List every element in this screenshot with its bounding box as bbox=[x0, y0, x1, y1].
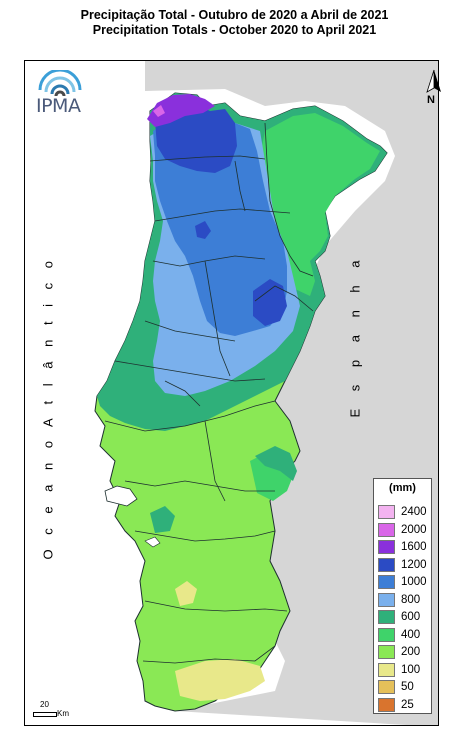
legend-swatch bbox=[378, 575, 395, 590]
spain-land bbox=[145, 61, 438, 725]
north-label: N bbox=[427, 94, 435, 106]
legend-label: 1600 bbox=[401, 541, 427, 554]
zone-2000 bbox=[153, 105, 165, 117]
tejo-estuary bbox=[104, 485, 138, 507]
legend-item: 200 bbox=[378, 644, 420, 661]
north-arrow-icon bbox=[426, 69, 441, 93]
precipitation-map bbox=[94, 61, 438, 725]
zone-1600 bbox=[147, 94, 215, 127]
sado-estuary bbox=[144, 536, 161, 548]
legend-swatch bbox=[378, 592, 395, 607]
spain-label: E s p a n h a bbox=[347, 253, 363, 417]
zone-100-algarve bbox=[175, 659, 265, 701]
legend-item: 50 bbox=[378, 679, 414, 696]
zone-1000 bbox=[153, 116, 287, 336]
legend-swatch bbox=[378, 645, 395, 660]
legend-swatch bbox=[378, 505, 395, 520]
legend-item: 100 bbox=[378, 662, 420, 679]
scale-value: 20 bbox=[40, 700, 49, 709]
zone-100-patch bbox=[175, 581, 197, 606]
legend-swatch bbox=[378, 697, 395, 712]
legend-item: 2000 bbox=[378, 522, 427, 539]
legend-title: (mm) bbox=[389, 482, 416, 494]
legend-swatch bbox=[378, 522, 395, 537]
legend-label: 800 bbox=[401, 593, 421, 606]
zone-400-ne bbox=[260, 113, 380, 296]
legend-label: 200 bbox=[401, 646, 421, 659]
legend-label: 400 bbox=[401, 628, 421, 641]
scale-unit: Km bbox=[57, 709, 69, 718]
legend-swatch bbox=[378, 610, 395, 625]
legend-swatch bbox=[378, 627, 395, 642]
legend-label: 100 bbox=[401, 663, 421, 676]
legend-label: 50 bbox=[401, 681, 414, 694]
legend-label: 2400 bbox=[401, 506, 427, 519]
legend-item: 600 bbox=[378, 609, 420, 626]
legend-swatch bbox=[378, 680, 395, 695]
title-portuguese: Precipitação Total - Outubro de 2020 a A… bbox=[80, 8, 389, 22]
legend-swatch bbox=[378, 557, 395, 572]
legend-item: 1600 bbox=[378, 539, 427, 556]
district-borders bbox=[104, 122, 314, 664]
ocean-label: O c e a n o A t l â n t i c o bbox=[40, 255, 56, 560]
zone-1200-center bbox=[253, 279, 287, 326]
zone-600-alentejo bbox=[255, 446, 297, 481]
legend-label: 1000 bbox=[401, 576, 427, 589]
legend-item: 800 bbox=[378, 592, 420, 609]
legend-item: 400 bbox=[378, 627, 420, 644]
zone-1200-north bbox=[155, 105, 237, 173]
legend-label: 25 bbox=[401, 698, 414, 711]
legend-swatch bbox=[378, 540, 395, 555]
legend-item: 2400 bbox=[378, 504, 427, 521]
legend-label: 600 bbox=[401, 611, 421, 624]
legend-item: 1200 bbox=[378, 557, 427, 574]
title-english: Precipitation Totals - October 2020 to A… bbox=[92, 23, 377, 37]
zone-1200-small bbox=[195, 221, 211, 239]
legend: (mm) 2400 2000 1600 1200 1000 800 600 400 200 100… bbox=[373, 478, 432, 714]
map-frame bbox=[24, 60, 439, 726]
ipma-logo bbox=[38, 70, 82, 97]
legend-swatch bbox=[378, 662, 395, 677]
legend-item: 1000 bbox=[378, 574, 427, 591]
legend-label: 2000 bbox=[401, 523, 427, 536]
legend-item: 25 bbox=[378, 697, 414, 714]
legend-label: 1200 bbox=[401, 558, 427, 571]
ipma-logo-text: IPMA bbox=[36, 95, 81, 117]
scale-bar bbox=[33, 712, 57, 717]
zone-600-tejo bbox=[150, 506, 175, 533]
